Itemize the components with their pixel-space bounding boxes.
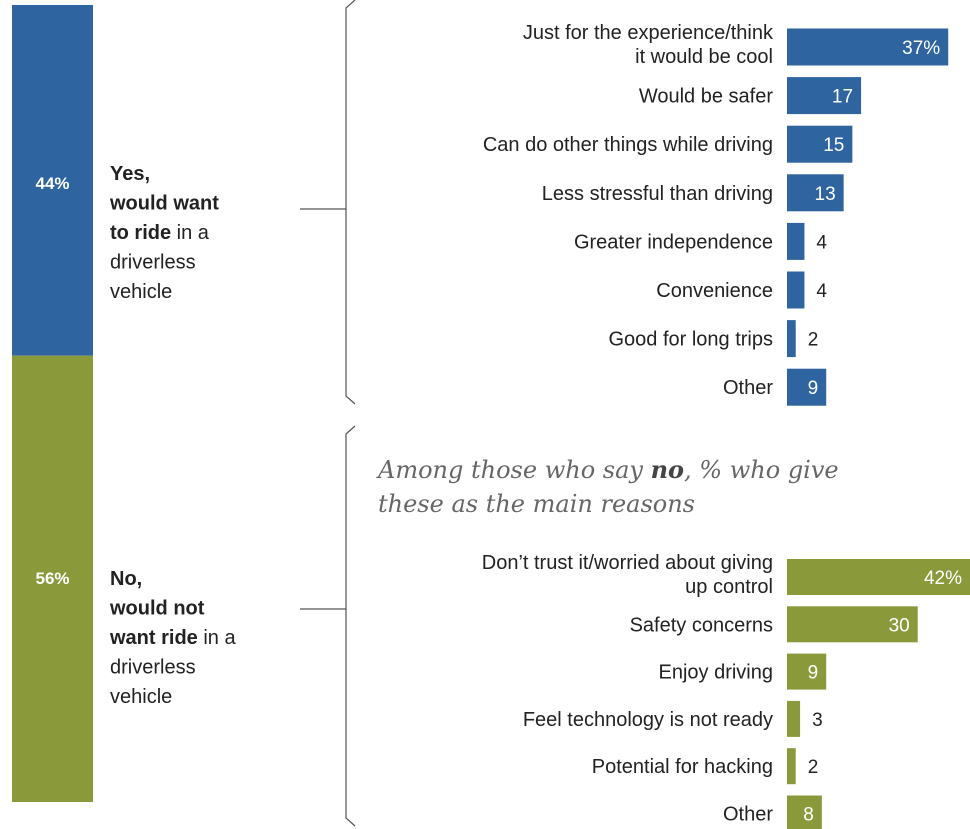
category-label: Can do other things while driving	[483, 134, 773, 156]
group-label-no-part: driverless	[110, 657, 196, 679]
subgroup-note-part: , % who give	[684, 456, 839, 484]
share-bar-no	[12, 355, 93, 802]
category-label: Greater independence	[574, 231, 773, 253]
group-label-no-part: would not	[109, 598, 205, 620]
bracket-yes	[345, 0, 356, 405]
group-label-no: vehicle	[110, 686, 172, 708]
group-label-yes: driverless	[110, 252, 196, 274]
category-label: Would be safer	[639, 86, 773, 108]
group-label-no-part: vehicle	[110, 686, 172, 708]
group-label-yes: Yes,	[110, 163, 150, 185]
bar-no	[787, 606, 918, 643]
bar-no	[787, 559, 970, 595]
group-label-no-part: want ride	[109, 627, 198, 649]
share-bar-yes	[12, 5, 93, 356]
group-label-yes-part: Yes,	[110, 163, 150, 185]
category-label: Other	[723, 377, 773, 399]
bar-yes	[787, 320, 796, 358]
group-label-yes-part: would want	[109, 193, 219, 215]
bar-yes	[787, 77, 862, 115]
share-label-no: 56%	[35, 569, 69, 588]
bar-yes	[787, 368, 827, 406]
group-label-no-part: No,	[110, 568, 142, 590]
data-label: 9	[808, 378, 819, 399]
subgroup-note: these as the main reasons	[378, 490, 695, 518]
category-label: Convenience	[656, 280, 773, 302]
group-label-no: want ride in a	[109, 627, 236, 649]
bar-yes	[787, 271, 805, 309]
bar-yes	[787, 125, 853, 163]
category-label: Safety concerns	[630, 614, 773, 636]
data-label: 42%	[924, 568, 962, 589]
category-label: Other	[723, 804, 773, 826]
group-label-yes: vehicle	[110, 281, 172, 303]
share-label-yes: 44%	[35, 174, 69, 193]
data-label: 9	[808, 663, 819, 684]
group-label-yes: to ride in a	[110, 222, 210, 244]
data-label: 3	[812, 710, 823, 731]
group-label-no-part: in a	[198, 627, 237, 649]
bar-no	[787, 748, 796, 785]
group-label-no: driverless	[110, 657, 196, 679]
category-label: Less stressful than driving	[542, 183, 773, 205]
category-label: up control	[685, 576, 773, 598]
group-label-yes-part: driverless	[110, 252, 196, 274]
category-label: Don’t trust it/worried about giving	[482, 552, 773, 574]
bar-no	[787, 795, 822, 829]
subgroup-note: Among those who say no, % who give	[376, 455, 839, 484]
bar-no	[787, 653, 827, 690]
bar-yes	[787, 28, 949, 66]
data-label: 13	[815, 184, 836, 205]
data-label: 30	[889, 615, 910, 636]
category-label: Just for the experience/think	[523, 22, 774, 44]
bar-yes	[787, 222, 805, 260]
subgroup-note-part: no	[651, 455, 684, 484]
category-label: Potential for hacking	[592, 756, 773, 778]
group-label-no: No,	[110, 568, 142, 590]
data-label: 4	[816, 281, 827, 302]
data-label: 2	[808, 330, 819, 351]
data-label: 8	[803, 805, 814, 826]
group-label-yes-part: vehicle	[110, 281, 172, 303]
data-label: 17	[832, 87, 853, 108]
group-label-yes: would want	[109, 193, 219, 215]
bracket-no	[345, 425, 356, 827]
group-label-no: would not	[109, 598, 205, 620]
data-label: 2	[808, 757, 819, 778]
subgroup-note-part: Among those who say	[376, 456, 651, 484]
data-label: 37%	[902, 38, 940, 59]
data-label: 4	[816, 232, 827, 253]
category-label: Feel technology is not ready	[523, 709, 773, 731]
category-label: it would be cool	[635, 46, 773, 68]
subgroup-note-part: these as the main reasons	[378, 490, 695, 518]
category-label: Enjoy driving	[658, 662, 773, 684]
bar-no	[787, 700, 801, 737]
group-label-yes-part: to ride	[110, 222, 171, 244]
category-label: Good for long trips	[608, 329, 773, 351]
data-label: 15	[823, 135, 844, 156]
group-label-yes-part: in a	[171, 222, 210, 244]
bar-yes	[787, 174, 844, 212]
